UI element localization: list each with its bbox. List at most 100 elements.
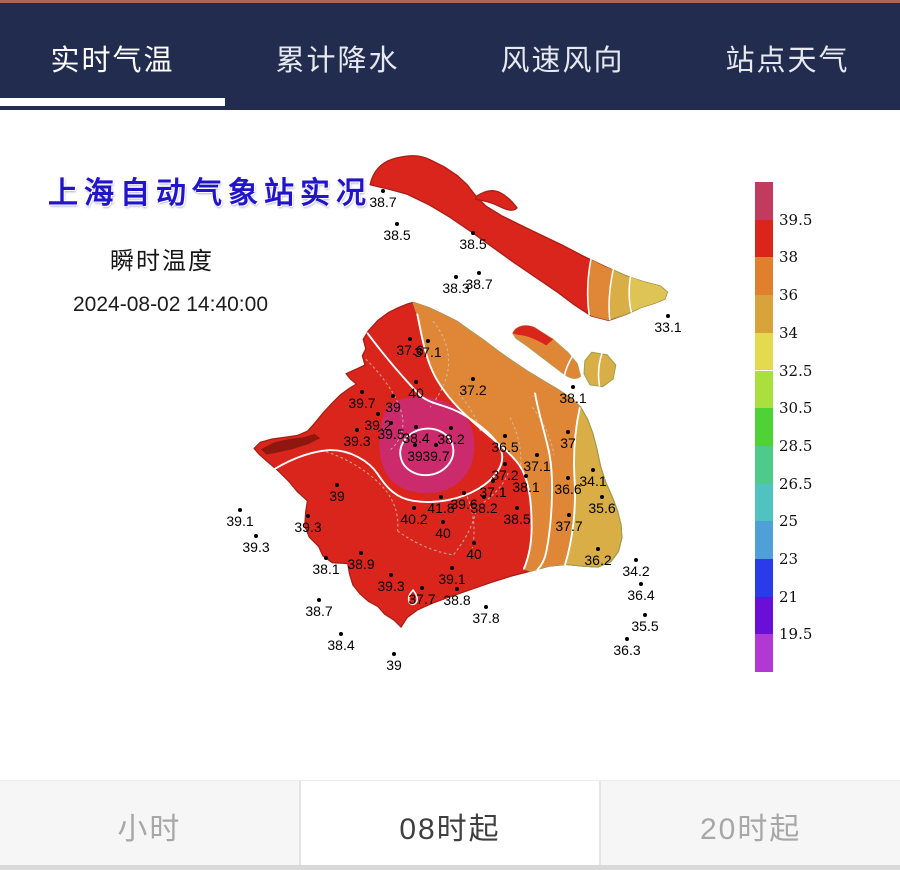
button-label: 08时起 [399,812,501,846]
station-value: 39.1 [438,571,466,587]
station-dot [414,425,418,429]
station-value: 37.2 [491,467,519,483]
station-dot [596,547,600,551]
legend-tick-label: 36 [779,286,799,305]
station-value: 38.7 [305,603,333,619]
station-dot [408,337,412,341]
station-value: 39 [329,488,345,504]
time-range-switcher: 小时 08时起 20时起 [0,780,900,870]
map-timestamp: 2024-08-02 14:40:00 [73,293,268,316]
station-dot [359,551,363,555]
station-value: 39.3 [294,519,322,535]
station-value: 39 [385,399,401,415]
legend-tick-label: 28.5 [779,436,813,455]
station-value: 34.1 [579,473,607,489]
sliver-islet [475,190,518,211]
legend-tick-label: 38 [779,248,799,267]
station-value: 38.5 [503,511,531,527]
station-value: 41.8 [427,500,455,516]
legend-tick-label: 32.5 [779,361,813,380]
contour-36 [564,407,581,566]
tab-wind-speed-direction[interactable]: 风速风向 [450,35,675,79]
tab-accumulated-precipitation[interactable]: 累计降水 [225,35,450,79]
station-value: 37.1 [523,458,551,474]
station-value: 38.5 [459,236,487,252]
legend-tick-label: 26.5 [779,474,813,493]
station-value: 37.6 [396,342,424,358]
station-value: 39.3 [377,578,405,594]
station-value: 37 [560,435,576,451]
legend-color-segment [755,445,773,484]
map-title: 上海自动气象站实况 [48,177,372,210]
station-value: 40 [466,546,482,562]
changxing-island [512,325,582,379]
tab-realtime-temperature[interactable]: 实时气温 [0,35,225,79]
browser-accent-strip [0,0,900,3]
station-value: 36.5 [491,439,519,455]
legend-color-segment [755,521,773,559]
station-value: 38.7 [369,194,397,210]
station-value: 37.1 [414,344,442,360]
station-dot [462,491,466,495]
station-dot [439,495,443,499]
station-dot [600,495,604,499]
station-dot [426,339,430,343]
legend-color-segment [755,295,773,333]
legend-color-segment [755,559,773,597]
station-dot [414,380,418,384]
button-hourly[interactable]: 小时 [0,781,299,870]
station-value: 40 [435,525,451,541]
station-dot [441,520,445,524]
station-dot [434,443,438,447]
legend-color-segment [755,634,773,673]
chongming-island [369,155,668,322]
tab-station-weather[interactable]: 站点天气 [675,35,900,79]
legend-color-segment [755,408,773,446]
station-dot [454,275,458,279]
station-dot [381,189,385,193]
station-dot [339,632,343,636]
station-dot [591,468,595,472]
tab-label: 风速风向 [500,44,625,77]
station-dot [392,652,396,656]
legend-tick-label: 30.5 [779,399,813,418]
station-value: 38.1 [559,390,587,406]
station-value: 36.2 [584,552,612,568]
station-dot [477,271,481,275]
button-label: 小时 [117,812,182,846]
station-dot [567,513,571,517]
station-dot [449,426,453,430]
station-value: 38.1 [512,479,540,495]
station-value: 37.2 [459,382,487,398]
dianshan-dark-ridge [261,433,321,455]
temperature-map-panel: 上海自动气象站实况 瞬时温度 2024-08-02 14:40:00 38.7 3… [0,110,900,780]
station-value: 39.7 [422,448,450,464]
station-dot [634,558,638,562]
station-dot [420,586,424,590]
station-dot [413,443,417,447]
station-value: 38.1 [312,561,340,577]
station-value: 36.4 [627,587,655,603]
station-value: 40.2 [400,511,428,527]
station-dot [238,508,242,512]
station-value: 39.7 [348,395,376,411]
station-dot [317,598,321,602]
station-dot [571,385,575,389]
station-dot [566,476,570,480]
legend-tick-label: 23 [779,550,799,568]
hengsha-island [583,351,617,388]
station-value: 38.3 [442,280,470,296]
button-from-08[interactable]: 08时起 [298,781,600,870]
contour-38 [416,313,533,570]
footer-base-strip [0,865,900,870]
station-dot [391,394,395,398]
station-value: 39 [386,657,402,673]
station-value: 38.5 [383,227,411,243]
button-from-20[interactable]: 20时起 [599,781,900,870]
station-value: 39.2 [364,417,392,433]
legend-color-segment [755,332,773,371]
contour-39 [266,332,504,503]
station-dot [355,428,359,432]
station-dot [482,495,486,499]
legend-tick-label: 39.5 [779,210,813,229]
